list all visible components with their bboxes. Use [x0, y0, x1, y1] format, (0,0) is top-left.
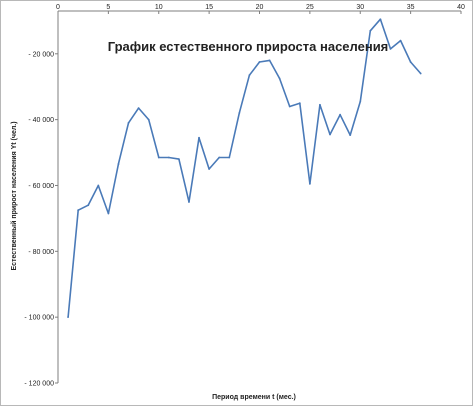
- data-point: [389, 47, 392, 50]
- data-point: [248, 74, 251, 77]
- y-tick-label: - 80 000: [28, 249, 54, 256]
- data-point: [238, 112, 241, 114]
- x-tick-label: 5: [106, 4, 110, 11]
- data-point: [258, 61, 261, 63]
- data-point: [308, 182, 311, 185]
- chart-title: График естественного прироста населения: [108, 39, 389, 54]
- x-tick-labels: 0 5 10 15 20 25 30 35 40: [56, 4, 465, 11]
- data-point: [218, 156, 221, 159]
- data-point: [127, 122, 130, 124]
- data-point: [379, 18, 382, 21]
- data-point: [419, 72, 422, 75]
- data-point: [77, 209, 80, 212]
- series-group: [67, 18, 422, 319]
- y-tick-labels: - 20 000 - 40 000 - 60 000 - 80 000 - 100 00…: [24, 51, 54, 387]
- data-point: [268, 59, 271, 62]
- x-tick-label: 0: [56, 4, 60, 11]
- y-tick-label: - 40 000: [28, 117, 54, 124]
- y-tick-label: - 100 000: [24, 315, 54, 322]
- data-point: [288, 105, 291, 108]
- data-point: [117, 163, 120, 165]
- x-tick-label: 25: [306, 4, 314, 11]
- series-line: [67, 18, 422, 318]
- x-tick-label: 35: [407, 4, 415, 11]
- data-point: [298, 102, 301, 105]
- data-point: [208, 168, 211, 170]
- x-tick-label: 10: [155, 4, 163, 11]
- x-tick-label: 15: [205, 4, 213, 11]
- data-point: [409, 61, 412, 63]
- data-point: [329, 133, 331, 136]
- data-point: [198, 136, 200, 139]
- data-point: [107, 212, 110, 215]
- data-point: [167, 156, 170, 159]
- data-point: [399, 39, 402, 42]
- data-point: [178, 158, 180, 161]
- y-tick-label: - 20 000: [28, 51, 54, 58]
- data-point: [97, 184, 100, 187]
- data-point: [319, 103, 321, 106]
- data-point: [137, 107, 140, 110]
- data-point: [157, 156, 160, 159]
- axes: [55, 10, 462, 384]
- y-axis-title: Естественный прирост населения Yt (чел.): [10, 121, 18, 270]
- y-tick-label: - 120 000: [24, 381, 54, 388]
- x-tick-label: 20: [256, 4, 264, 11]
- data-point: [228, 156, 231, 159]
- data-point: [87, 204, 90, 207]
- data-point: [339, 113, 341, 116]
- data-point: [349, 134, 352, 137]
- data-point: [147, 118, 150, 121]
- x-tick-label: 40: [457, 4, 465, 11]
- data-point: [188, 201, 190, 203]
- x-tick-label: 30: [356, 4, 364, 11]
- x-axis-title: Период времени t (мес.): [212, 394, 296, 401]
- data-point: [278, 77, 281, 80]
- data-point: [67, 316, 69, 319]
- data-point: [359, 100, 362, 103]
- data-point: [369, 29, 372, 32]
- y-tick-label: - 60 000: [28, 183, 54, 190]
